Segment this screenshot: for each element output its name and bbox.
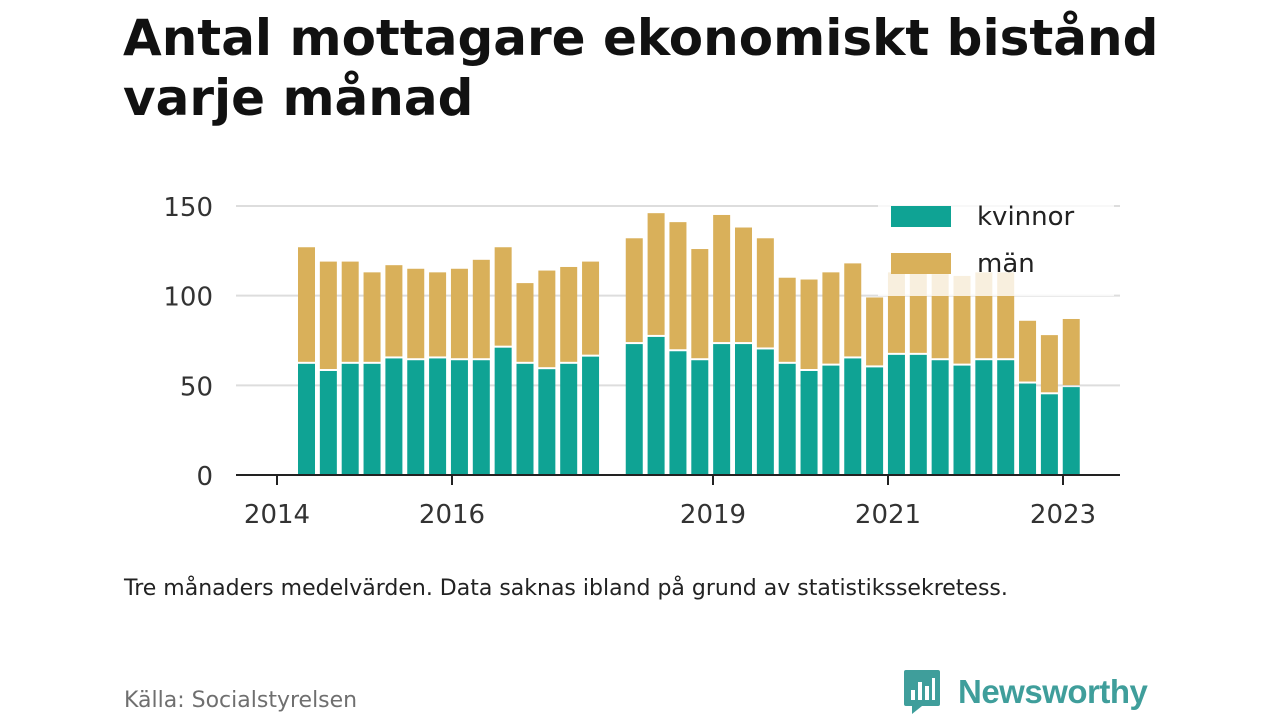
brand-name: Newsworthy — [958, 673, 1148, 710]
bar-kvinnor — [691, 360, 709, 475]
x-tick-label: 2019 — [680, 500, 746, 530]
bar-man — [582, 261, 600, 355]
bar-man — [800, 279, 818, 369]
bar-kvinnor — [647, 336, 665, 475]
bar-man — [407, 268, 425, 359]
bar-man — [472, 259, 490, 359]
bar-kvinnor — [669, 351, 687, 475]
legend-label: män — [977, 249, 1035, 279]
bar-man — [713, 214, 731, 343]
bar-man — [429, 272, 447, 357]
bar-man — [341, 261, 359, 362]
x-tick-label: 2014 — [244, 500, 310, 530]
legend-swatch-man — [891, 253, 951, 274]
bar-man — [756, 238, 774, 348]
bar-kvinnor — [298, 363, 315, 475]
bar-kvinnor — [713, 344, 731, 475]
bar-kvinnor — [822, 365, 840, 475]
bar-man — [778, 277, 796, 362]
newsworthy-logo-icon — [904, 670, 940, 714]
bar-kvinnor — [1062, 387, 1080, 475]
x-tick-label: 2023 — [1030, 500, 1096, 530]
bar-kvinnor — [341, 363, 359, 475]
bar-kvinnor — [975, 360, 993, 475]
chart-title: Antal mottagare ekonomiskt bistånd varje… — [123, 9, 1159, 127]
bar-kvinnor — [472, 360, 490, 475]
bar-man — [691, 249, 709, 359]
bar-kvinnor — [363, 363, 381, 475]
bar-kvinnor — [538, 369, 556, 475]
chart-note: Tre månaders medelvärden. Data saknas ib… — [124, 576, 1008, 601]
bar-man — [1062, 318, 1080, 386]
bar-kvinnor — [385, 358, 403, 475]
bar-kvinnor — [1040, 394, 1058, 475]
y-tick-label: 150 — [163, 193, 213, 223]
source-text: Källa: Socialstyrelsen — [124, 688, 358, 713]
y-tick-label: 0 — [196, 462, 213, 492]
bars — [298, 213, 1080, 475]
bar-man — [560, 266, 578, 362]
bar-kvinnor — [450, 360, 468, 475]
bar-man — [538, 270, 556, 368]
bar-man — [647, 213, 665, 335]
bar-kvinnor — [582, 356, 600, 475]
bar-kvinnor — [756, 349, 774, 475]
bar-kvinnor — [494, 347, 512, 475]
bar-kvinnor — [429, 358, 447, 475]
bar-man — [669, 222, 687, 350]
bar-kvinnor — [778, 363, 796, 475]
y-tick-label: 100 — [163, 283, 213, 313]
bar-man — [298, 247, 315, 362]
bar-man — [450, 268, 468, 359]
axes: 2014 2016 2019 2021 2023 — [236, 474, 1120, 530]
bar-kvinnor — [625, 344, 643, 475]
bar-kvinnor — [931, 360, 949, 475]
bar-man — [822, 272, 840, 364]
bar-kvinnor — [516, 363, 534, 475]
bar-man — [953, 275, 971, 364]
bar-kvinnor — [997, 360, 1015, 475]
bar-kvinnor — [560, 363, 578, 475]
bar-man — [866, 297, 884, 366]
brand-logo[interactable]: Newsworthy — [902, 668, 1148, 716]
y-tick-label: 50 — [180, 372, 213, 402]
x-tick-label: 2021 — [855, 500, 921, 530]
legend-label: kvinnor — [977, 202, 1075, 232]
legend: kvinnor män — [878, 196, 1114, 296]
bar-man — [385, 265, 403, 357]
bar-man — [319, 261, 337, 369]
bar-man — [1040, 335, 1058, 393]
bar-man — [516, 283, 534, 362]
bar-kvinnor — [844, 358, 862, 475]
bar-kvinnor — [887, 354, 905, 475]
bar-man — [735, 227, 752, 343]
bar-kvinnor — [953, 365, 971, 475]
bar-man — [363, 272, 381, 362]
legend-swatch-kvinnor — [891, 206, 951, 227]
bar-man — [1019, 320, 1037, 382]
bar-kvinnor — [735, 344, 752, 475]
x-tick-label: 2016 — [419, 500, 485, 530]
bar-kvinnor — [407, 360, 425, 475]
bar-kvinnor — [800, 370, 818, 475]
bar-kvinnor — [319, 370, 337, 475]
bar-kvinnor — [1019, 383, 1037, 475]
bar-kvinnor — [909, 354, 927, 475]
bar-man — [844, 263, 862, 357]
bar-man — [625, 238, 643, 343]
bar-man — [494, 247, 512, 346]
bar-kvinnor — [866, 367, 884, 475]
